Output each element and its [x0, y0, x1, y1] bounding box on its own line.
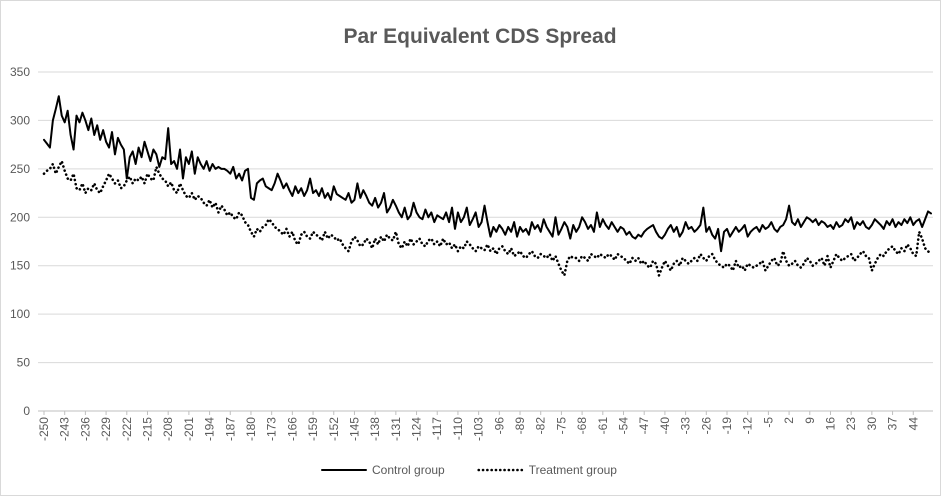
x-tick-label: 2	[782, 417, 796, 424]
x-tick-label: -89	[513, 417, 527, 435]
x-tick-label: -229	[99, 417, 113, 441]
x-tick-label: -19	[720, 417, 734, 435]
x-tick-label: -47	[637, 417, 651, 435]
x-tick-label: -117	[430, 417, 444, 440]
x-tick-label: -54	[617, 417, 631, 435]
x-tick-label: 16	[823, 417, 837, 431]
x-tick-label: -250	[37, 417, 51, 441]
legend-label: Control group	[372, 463, 445, 477]
x-tick-label: -159	[306, 417, 320, 441]
y-tick-label: 50	[17, 356, 31, 370]
x-tick-label: -68	[575, 417, 589, 435]
y-tick-label: 150	[10, 259, 30, 273]
y-tick-label: 250	[10, 162, 30, 176]
x-tick-label: -124	[410, 417, 424, 441]
x-tick-label: -61	[596, 417, 610, 435]
x-tick-label: -145	[347, 417, 361, 441]
y-tick-label: 200	[10, 210, 30, 224]
y-tick-label: 0	[23, 404, 30, 418]
series-line	[42, 159, 933, 277]
x-tick-label: -75	[554, 417, 568, 435]
x-tick-label: -208	[161, 417, 175, 441]
legend-label: Treatment group	[529, 463, 618, 477]
x-tick-label: -222	[120, 417, 134, 441]
series-line	[43, 95, 932, 253]
x-tick-label: -180	[244, 417, 258, 441]
x-tick-label: -166	[285, 417, 299, 441]
x-tick-label: -96	[492, 417, 506, 435]
x-tick-label: -131	[389, 417, 403, 441]
x-tick-label: -33	[679, 417, 693, 435]
x-tick-label: -103	[472, 417, 486, 441]
x-tick-label: 23	[844, 417, 858, 431]
x-tick-label: 37	[886, 417, 900, 431]
x-tick-label: -110	[451, 417, 465, 440]
x-tick-label: -152	[327, 417, 341, 441]
x-tick-label: -215	[140, 417, 154, 441]
y-tick-label: 300	[10, 113, 30, 127]
x-tick-label: -82	[534, 417, 548, 435]
x-tick-label: -138	[368, 417, 382, 441]
x-tick-label: -173	[265, 417, 279, 441]
chart-title: Par Equivalent CDS Spread	[343, 25, 616, 48]
x-tick-label: -5	[761, 417, 775, 428]
x-tick-label: -201	[182, 417, 196, 441]
x-tick-label: -236	[78, 417, 92, 441]
x-tick-label: -243	[58, 417, 72, 441]
y-tick-label: 350	[10, 65, 30, 79]
x-tick-label: 30	[865, 417, 879, 431]
x-tick-label: -194	[203, 417, 217, 441]
x-tick-label: -26	[699, 417, 713, 435]
x-tick-label: 44	[906, 417, 920, 431]
x-tick-label: -40	[658, 417, 672, 435]
x-tick-label: 9	[803, 417, 817, 424]
x-tick-label: -12	[741, 417, 755, 435]
x-tick-label: -187	[223, 417, 237, 441]
y-tick-label: 100	[10, 307, 30, 321]
